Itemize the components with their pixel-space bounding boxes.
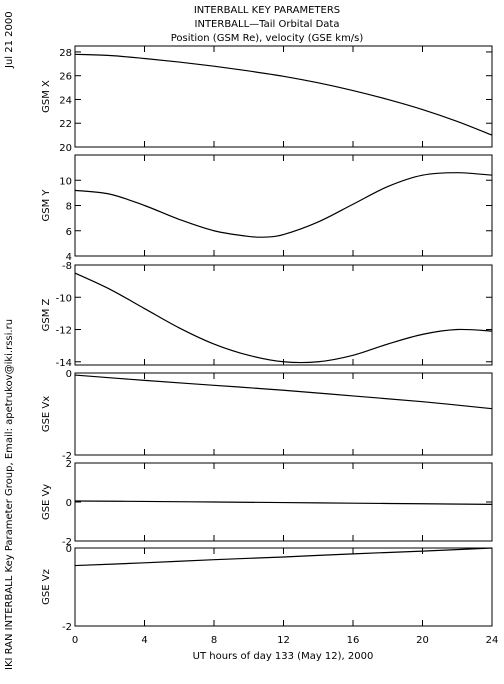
y-axis-label: GSE Vx <box>41 396 52 432</box>
panel-gse-vz: -2 0 GSE Vz <box>41 544 493 633</box>
series-line-gse-vy <box>74 500 493 505</box>
credit-line: IKI RAN INTERBALL Key Parameter Group, E… <box>4 319 15 670</box>
panel-frame <box>74 264 493 366</box>
y-tick-label: 24 <box>59 95 72 106</box>
y-tick-label: -14 <box>56 358 72 369</box>
x-axis: 0 4 8 12 16 20 24 <box>72 635 499 646</box>
panel-gsm-z: -14 -12 -10 -8 GSM Z <box>41 261 493 369</box>
x-tick-label: 20 <box>416 635 429 646</box>
y-tick-label: -10 <box>56 293 72 304</box>
series-line-gsm-z <box>74 272 493 364</box>
y-tick-label: 10 <box>59 176 72 187</box>
y-axis-label: GSM Y <box>41 189 52 222</box>
y-axis-label: GSE Vz <box>41 569 52 605</box>
x-tick-label: 4 <box>141 635 147 646</box>
panel-gsm-y: 4 6 8 10 GSM Y <box>41 154 493 263</box>
y-axis-label: GSE Vy <box>41 484 52 520</box>
y-tick-label: 0 <box>66 498 72 509</box>
panel-gse-vy: -2 0 2 GSE Vy <box>41 459 493 548</box>
y-tick-label: 8 <box>66 202 72 213</box>
y-axis-label: GSM Z <box>41 298 52 331</box>
panel-gsm-x: 20 22 24 26 28 GSM X <box>41 45 493 154</box>
y-tick-label: -2 <box>62 537 72 548</box>
y-tick-label: -2 <box>62 451 72 462</box>
y-tick-label: 20 <box>59 143 72 154</box>
panel-frame <box>74 45 493 148</box>
series-line-gsm-x <box>74 53 493 136</box>
x-axis-label: UT hours of day 133 (May 12), 2000 <box>193 651 374 662</box>
series-line-gse-vz <box>74 547 493 567</box>
y-tick-label: -2 <box>62 622 72 633</box>
panel-gse-vx: -2 0 GSE Vx <box>41 369 493 462</box>
x-tick-label: 8 <box>211 635 217 646</box>
y-tick-label: 22 <box>59 119 72 130</box>
y-tick-label: 4 <box>66 252 72 263</box>
series-line-gsm-y <box>74 172 493 238</box>
plot-title-line-1: INTERBALL KEY PARAMETERS <box>194 5 340 16</box>
plot-date: Jul 21 2000 <box>4 11 15 69</box>
series-line-gse-vx <box>74 374 493 410</box>
y-tick-label: 28 <box>59 48 72 59</box>
x-tick-label: 16 <box>347 635 360 646</box>
y-tick-label: 2 <box>66 459 72 470</box>
y-tick-label: -8 <box>62 261 72 272</box>
y-tick-label: 26 <box>59 72 72 83</box>
plot-title-line-3: Position (GSM Re), velocity (GSE km/s) <box>171 33 364 44</box>
x-tick-label: 24 <box>486 635 499 646</box>
y-tick-label: 0 <box>66 544 72 555</box>
y-tick-label: 0 <box>66 369 72 380</box>
y-axis-label: GSM X <box>41 80 52 113</box>
panel-frame <box>74 372 493 456</box>
x-tick-label: 0 <box>72 635 78 646</box>
y-tick-label: -12 <box>56 326 72 337</box>
panel-frame <box>74 154 493 257</box>
panel-frame <box>74 547 493 627</box>
x-tick-label: 12 <box>277 635 290 646</box>
plot-title-line-2: INTERBALL—Tail Orbital Data <box>195 19 340 30</box>
y-tick-label: 6 <box>66 227 72 238</box>
